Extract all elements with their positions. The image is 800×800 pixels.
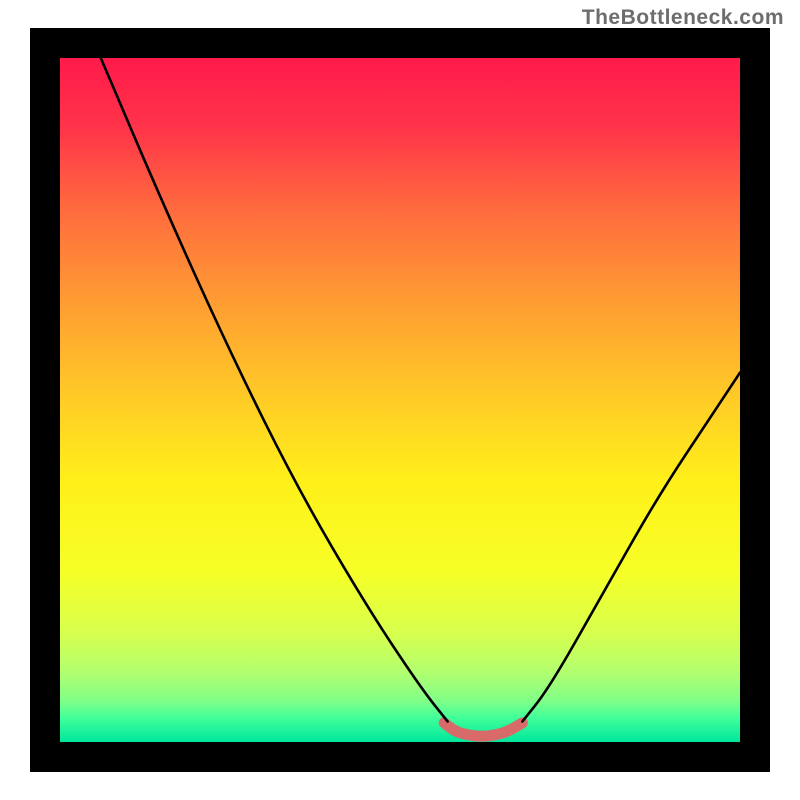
chart-gradient-background bbox=[60, 58, 740, 742]
chart-container: TheBottleneck.com bbox=[0, 0, 800, 800]
bottleneck-chart bbox=[0, 0, 800, 800]
watermark-text: TheBottleneck.com bbox=[582, 6, 784, 30]
